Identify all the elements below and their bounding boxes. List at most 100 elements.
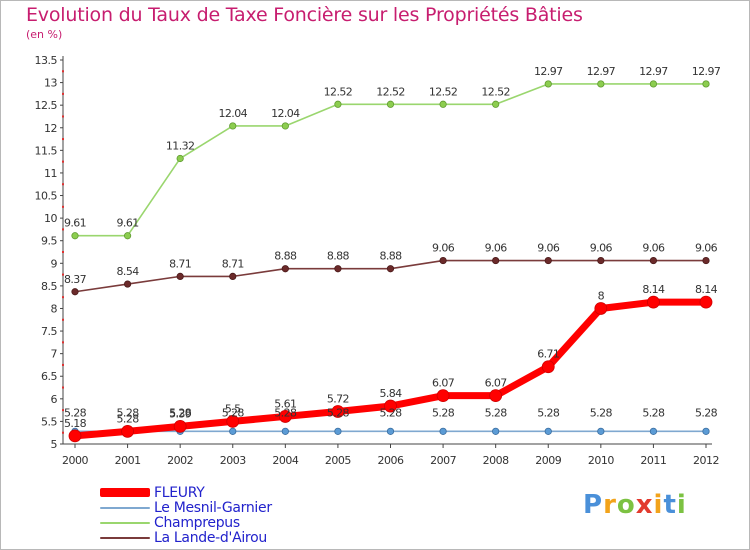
- data-point: [492, 100, 500, 108]
- data-point: [123, 232, 132, 240]
- data-label: 12.04: [271, 107, 300, 120]
- y-tick-label: 13: [44, 77, 57, 90]
- data-point: [71, 232, 79, 240]
- data-point: [541, 360, 555, 374]
- data-label: 11.32: [166, 139, 195, 152]
- legend-swatch: [100, 536, 150, 539]
- data-label: 5.28: [379, 406, 402, 419]
- data-point: [176, 154, 184, 163]
- data-label: 5.28: [432, 406, 455, 419]
- data-point: [281, 265, 289, 273]
- data-label: 8.14: [642, 283, 665, 296]
- data-label: 9.06: [432, 242, 455, 255]
- data-label: 5.28: [222, 406, 245, 419]
- legend-item: Le Mesnil-Garnier: [100, 500, 272, 516]
- proxiti-logo: Proxiti: [583, 490, 687, 520]
- data-point: [229, 272, 237, 280]
- logo-letter: r: [603, 490, 617, 520]
- data-point: [702, 80, 710, 88]
- y-minor-tick: [62, 273, 64, 276]
- x-tick-label: 2012: [693, 454, 719, 467]
- data-point: [386, 427, 395, 435]
- data-point: [384, 399, 397, 413]
- logo-letter: t: [663, 490, 677, 520]
- data-point: [173, 419, 187, 433]
- y-tick-label: 12: [44, 122, 57, 135]
- y-tick-label: 12.5: [35, 99, 58, 112]
- y-tick-label: 6: [51, 393, 58, 406]
- y-minor-tick: [62, 431, 64, 434]
- y-tick-label: 9: [51, 257, 58, 270]
- data-label: 12.52: [376, 85, 405, 98]
- data-point: [278, 410, 292, 423]
- legend-item: FLEURY: [100, 484, 272, 501]
- y-tick-label: 6.5: [41, 370, 57, 383]
- data-point: [649, 256, 658, 265]
- data-point: [436, 389, 450, 403]
- y-tick-label: 13.5: [35, 54, 58, 67]
- y-tick-label: 11: [44, 167, 57, 180]
- x-tick-label: 2001: [115, 454, 141, 467]
- x-tick-label: 2004: [272, 454, 298, 467]
- data-point: [544, 256, 552, 265]
- y-minor-tick: [62, 70, 64, 73]
- data-point: [334, 100, 342, 108]
- x-tick-label: 2000: [62, 454, 88, 467]
- legend-label: La Lande-d'Airou: [154, 529, 267, 546]
- data-label: 8.88: [379, 250, 402, 263]
- data-point: [439, 256, 447, 265]
- data-label: 5.28: [327, 406, 350, 419]
- data-point: [702, 256, 710, 265]
- data-point: [229, 122, 237, 130]
- x-tick-label: 2008: [483, 454, 509, 467]
- logo-letter: P: [583, 490, 604, 520]
- data-label: 5.28: [485, 406, 508, 419]
- data-label: 8.37: [64, 273, 87, 286]
- data-label: 9.06: [642, 242, 665, 255]
- data-label: 5.28: [695, 406, 718, 419]
- data-point: [229, 427, 237, 435]
- data-label: 9.61: [117, 217, 139, 230]
- x-tick-label: 2010: [588, 454, 614, 467]
- data-label: 5.39: [169, 407, 192, 420]
- data-label: 5.28: [64, 406, 87, 419]
- y-minor-tick: [62, 115, 64, 118]
- data-point: [176, 272, 184, 280]
- y-minor-tick: [62, 205, 64, 208]
- legend-label: FLEURY: [154, 484, 205, 501]
- data-point: [597, 80, 605, 88]
- x-tick-label: 2011: [640, 454, 666, 467]
- data-label: 5.61: [274, 397, 296, 410]
- data-label: 5.28: [590, 406, 613, 419]
- logo-letter: i: [676, 490, 687, 520]
- x-tick-label: 2006: [378, 454, 404, 467]
- data-point: [226, 415, 240, 428]
- data-label: 5.28: [117, 406, 140, 419]
- y-minor-tick: [62, 318, 64, 321]
- y-tick-label: 9.5: [41, 235, 57, 248]
- chart-subtitle: (en %): [26, 28, 63, 41]
- data-label: 6.07: [432, 377, 455, 390]
- y-tick-label: 7: [51, 348, 58, 361]
- y-minor-tick: [62, 409, 64, 412]
- data-label: 8.54: [117, 265, 140, 278]
- y-tick-label: 10: [44, 212, 57, 225]
- legend-swatch: [100, 521, 150, 524]
- data-label: 12.97: [692, 65, 721, 78]
- data-label: 5.5: [225, 402, 241, 415]
- data-label: 8: [598, 289, 605, 302]
- data-label: 6.71: [537, 348, 559, 361]
- x-tick-label: 2002: [167, 454, 193, 467]
- x-tick-label: 2003: [220, 454, 246, 467]
- data-point: [649, 80, 658, 88]
- data-label: 12.52: [324, 85, 353, 98]
- y-minor-tick: [62, 341, 64, 344]
- y-tick-label: 8.5: [41, 280, 57, 293]
- data-label: 5.28: [537, 406, 560, 419]
- data-label: 6.07: [485, 377, 508, 390]
- logo-letter: x: [635, 490, 654, 520]
- data-label: 5.28: [642, 406, 665, 419]
- data-point: [702, 427, 710, 435]
- y-minor-tick: [62, 138, 64, 141]
